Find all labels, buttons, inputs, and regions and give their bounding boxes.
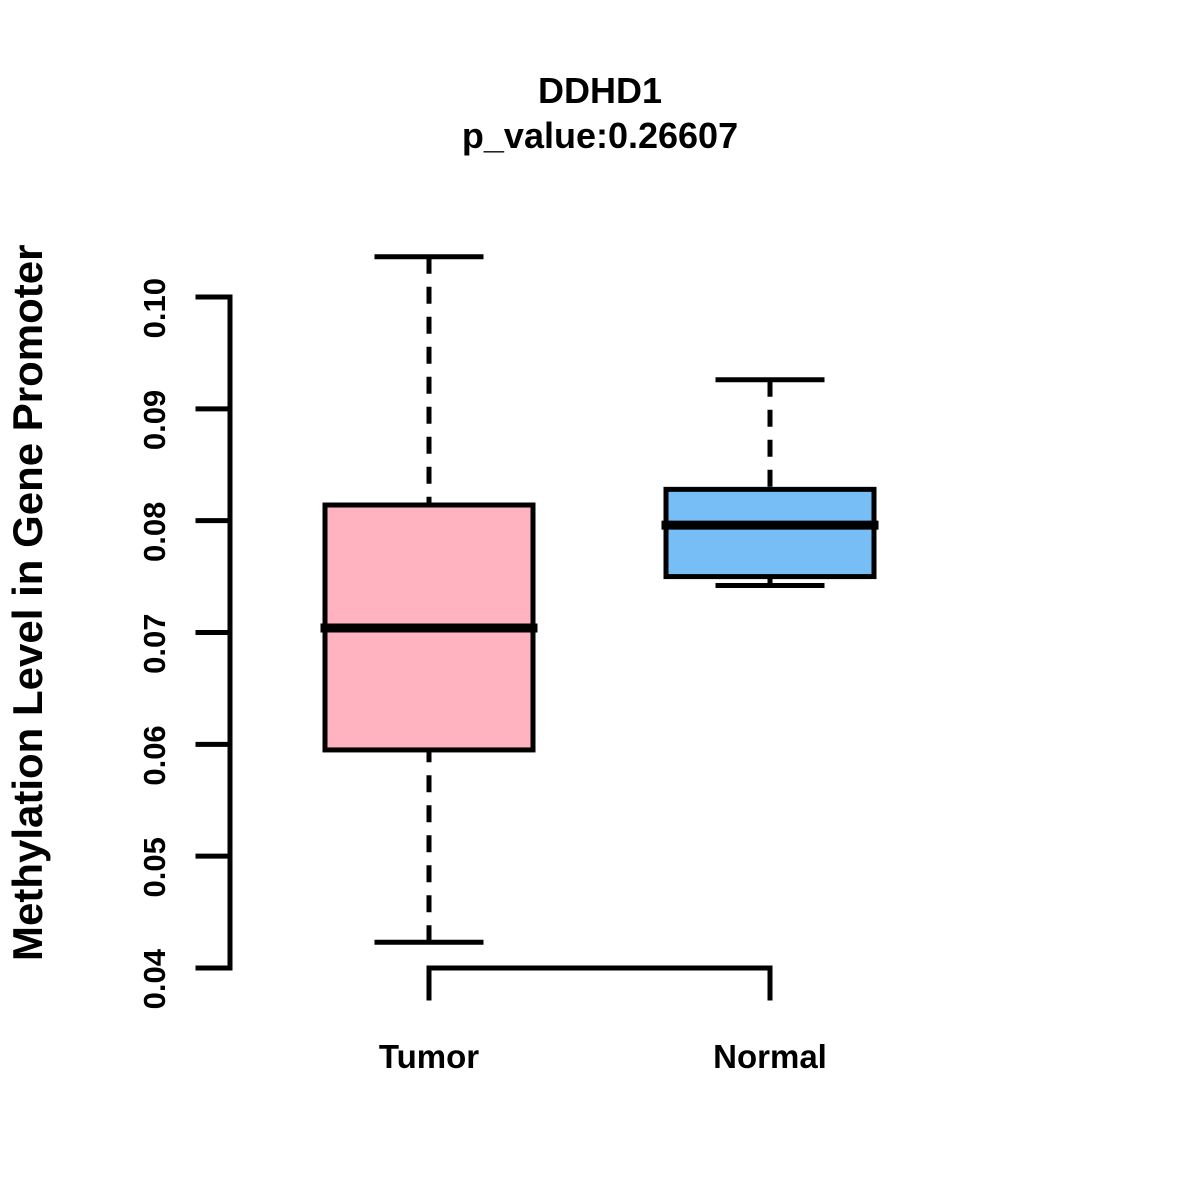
x-category-label-normal: Normal xyxy=(713,1038,827,1075)
chart-title: DDHD1 xyxy=(537,70,662,111)
y-tick-label: 0.10 xyxy=(137,278,172,338)
box-normal xyxy=(663,486,877,580)
x-category-label-tumor: Tumor xyxy=(379,1038,479,1075)
y-tick-label: 0.09 xyxy=(137,390,172,450)
y-tick-label: 0.07 xyxy=(137,613,172,673)
y-tick-label: 0.08 xyxy=(137,502,172,562)
chart-subtitle: p_value:0.26607 xyxy=(461,115,739,156)
y-tick-label: 0.04 xyxy=(137,948,172,1009)
y-tick-label: 0.05 xyxy=(137,837,172,897)
y-tick-label: 0.06 xyxy=(137,725,172,785)
